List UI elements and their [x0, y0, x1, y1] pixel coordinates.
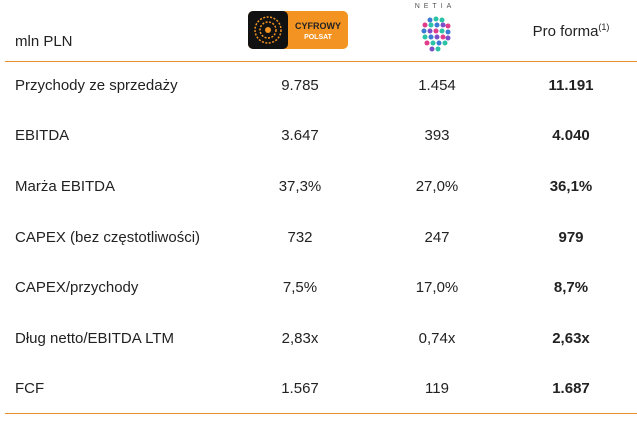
netia-value: 27,0% — [415, 178, 459, 195]
table-row: Marża EBITDA 37,3% 27,0% 36,1% — [0, 178, 637, 202]
pro-forma-value: 1.687 — [552, 380, 590, 397]
pro-forma-value: 8,7% — [553, 279, 589, 296]
polsat-value: 1.567 — [281, 380, 319, 397]
row-label: FCF — [15, 380, 45, 397]
footnote-marker: (1) — [598, 22, 610, 32]
pro-forma-value: 4.040 — [552, 127, 590, 144]
netia-value: 0,74x — [418, 330, 456, 347]
netia-value: 247 — [424, 229, 450, 246]
table-row: Dług netto/EBITDA LTM 2,83x 0,74x 2,63x — [0, 330, 637, 354]
netia-logo-text: NETIA — [414, 3, 456, 10]
header-divider — [5, 61, 637, 62]
table-row: FCF 1.567 119 1.687 — [0, 380, 637, 404]
polsat-value: 9.785 — [281, 77, 319, 94]
pro-forma-label: Pro forma — [532, 23, 599, 40]
pro-forma-value: 11.191 — [548, 77, 594, 94]
svg-text:POLSAT: POLSAT — [304, 34, 333, 41]
table-row: CAPEX/przychody 7,5% 17,0% 8,7% — [0, 279, 637, 303]
netia-value: 119 — [425, 380, 449, 397]
netia-value: 17,0% — [415, 279, 459, 296]
row-label: Przychody ze sprzedaży — [15, 77, 178, 94]
table-row: EBITDA 3.647 393 4.040 — [0, 127, 637, 151]
polsat-value: 732 — [287, 229, 313, 246]
pro-forma-value: 979 — [558, 229, 584, 246]
pro-forma-value: 36,1% — [549, 178, 593, 195]
row-label: Marża EBITDA — [15, 178, 116, 195]
polsat-value: 3.647 — [281, 127, 319, 144]
row-label: Dług netto/EBITDA LTM — [15, 330, 174, 347]
footer-divider — [5, 413, 637, 414]
netia-value: 1.454 — [418, 77, 456, 94]
pro-forma-value: 2,63x — [552, 330, 590, 347]
unit-label: mln PLN — [15, 33, 73, 50]
polsat-value: 2,83x — [281, 330, 319, 347]
netia-value: 393 — [424, 127, 450, 144]
row-label: CAPEX/przychody — [15, 279, 139, 296]
netia-logo: NETIA — [405, 3, 465, 55]
row-label: EBITDA — [15, 127, 70, 144]
cyfrowy-polsat-logo: CYFROWY POLSAT — [248, 11, 348, 49]
svg-text:CYFROWY: CYFROWY — [295, 21, 341, 31]
table-row: Przychody ze sprzedaży 9.785 1.454 11.191 — [0, 77, 637, 101]
polsat-value: 37,3% — [278, 178, 322, 195]
table-row: CAPEX (bez częstotliwości) 732 247 979 — [0, 229, 637, 253]
polsat-value: 7,5% — [282, 279, 318, 296]
pro-forma-header: Pro forma(1) — [520, 22, 622, 40]
row-label: CAPEX (bez częstotliwości) — [15, 229, 201, 246]
